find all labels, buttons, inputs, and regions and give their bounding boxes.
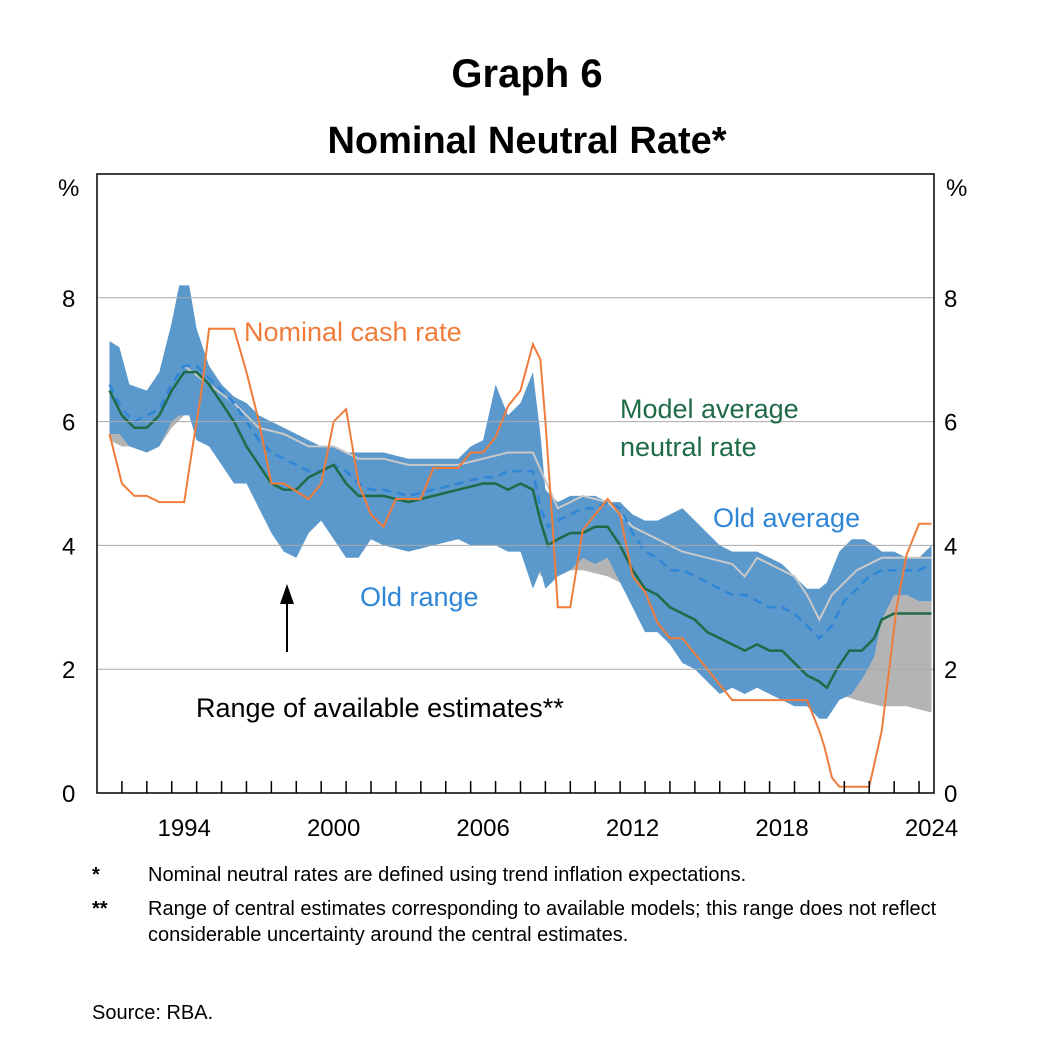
annotation-old-average: Old average <box>713 503 860 533</box>
plot-frame <box>96 173 935 794</box>
y-tick-label-left-2: 2 <box>62 657 75 684</box>
y-tick-label-right-6: 6 <box>944 410 957 437</box>
x-tick-label-2024: 2024 <box>905 815 958 842</box>
footnotes: * Nominal neutral rates are defined usin… <box>92 862 992 956</box>
x-tick-label-1994: 1994 <box>157 815 210 842</box>
y-tick-label-left-0: 0 <box>62 781 75 808</box>
series-old-range <box>109 285 932 719</box>
annotation-model-average-line2: neutral rate <box>620 432 757 462</box>
x-tick-label-2018: 2018 <box>755 815 808 842</box>
footnote-2-text: Range of central estimates corresponding… <box>148 898 937 946</box>
y-axis-unit-left: % <box>58 175 79 202</box>
footnote-2-mark: ** <box>92 898 108 920</box>
x-tick-label-2006: 2006 <box>456 815 509 842</box>
y-tick-label-left-8: 8 <box>62 286 75 313</box>
footnote-1-mark: * <box>92 864 100 886</box>
series-old-average <box>108 364 933 641</box>
y-tick-label-right-0: 0 <box>944 781 957 808</box>
y-tick-label-right-4: 4 <box>944 533 957 560</box>
y-tick-label-left-6: 6 <box>62 410 75 437</box>
chart-title: Nominal Neutral Rate* <box>327 120 727 162</box>
x-tick-label-2012: 2012 <box>606 815 659 842</box>
series-nominal-cash-rate <box>108 327 932 788</box>
footnote-1-text: Nominal neutral rates are defined using … <box>148 864 747 886</box>
annotation-arrow-head <box>280 584 294 604</box>
y-tick-label-right-8: 8 <box>944 286 957 313</box>
annotation-range-estimates: Range of available estimates** <box>196 693 564 723</box>
footnote-1: * Nominal neutral rates are defined usin… <box>92 862 992 888</box>
annotation-old-range: Old range <box>360 582 479 612</box>
y-tick-label-left-4: 4 <box>62 533 75 560</box>
annotation-cash-rate: Nominal cash rate <box>244 317 462 347</box>
source-note: Source: RBA. <box>92 1002 214 1024</box>
footnote-2: ** Range of central estimates correspond… <box>92 896 992 948</box>
graph-label: Graph 6 <box>451 52 603 96</box>
x-tick-label-2000: 2000 <box>307 815 360 842</box>
y-tick-label-right-2: 2 <box>944 657 957 684</box>
annotation-model-average-line1: Model average <box>620 394 799 424</box>
series-old-average-light <box>183 365 932 622</box>
y-axis-unit-right: % <box>946 175 967 202</box>
